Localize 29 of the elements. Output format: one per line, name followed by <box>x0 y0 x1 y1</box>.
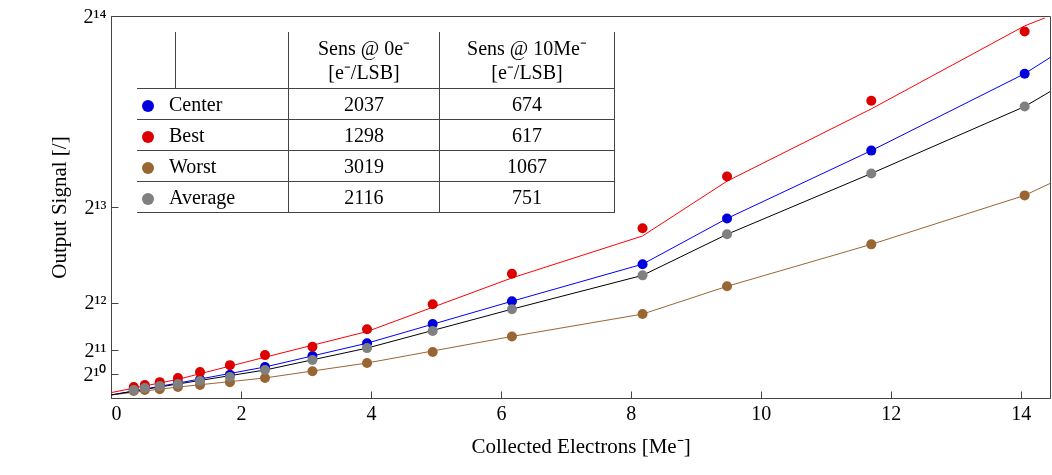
annotation: 2116 <box>288 181 440 213</box>
x-axis-title: Collected Electrons [Me⁻] <box>471 433 691 458</box>
y-axis-title: Output Signal [/] <box>46 136 71 279</box>
legend-label: Best <box>169 124 205 146</box>
x-tick-label: 8 <box>626 401 637 424</box>
annotation: 751 <box>439 181 615 213</box>
x-tick-label: 14 <box>1011 401 1032 424</box>
x-tick-label: 10 <box>751 401 772 424</box>
y-tick-label: 2¹¹ <box>84 338 107 361</box>
annotation: Sens @ 10Me⁻ [e⁻/LSB] <box>439 32 615 89</box>
x-tick-label: 0 <box>111 401 122 424</box>
annotation: 674 <box>439 88 615 120</box>
annotation: 1298 <box>288 119 440 151</box>
y-tick-label: 2¹⁴ <box>83 4 107 27</box>
annotation: 2037 <box>288 88 440 120</box>
legend-label: Average <box>169 186 236 208</box>
y-tick-label: 2¹⁰ <box>83 362 107 385</box>
legend-label: Center <box>169 93 223 115</box>
legend-label: Worst <box>169 155 217 177</box>
y-tick-label: 2¹³ <box>84 195 107 218</box>
x-tick-label: 6 <box>496 401 507 424</box>
x-tick-label: 4 <box>366 401 377 424</box>
annotation: Sens @ 0e⁻ [e⁻/LSB] <box>288 32 440 89</box>
annotation: 1067 <box>439 150 615 182</box>
annotation: 3019 <box>288 150 440 182</box>
x-tick-label: 12 <box>881 401 902 424</box>
annotation: 617 <box>439 119 615 151</box>
x-tick-label: 2 <box>236 401 247 424</box>
y-tick-label: 2¹² <box>84 291 107 313</box>
